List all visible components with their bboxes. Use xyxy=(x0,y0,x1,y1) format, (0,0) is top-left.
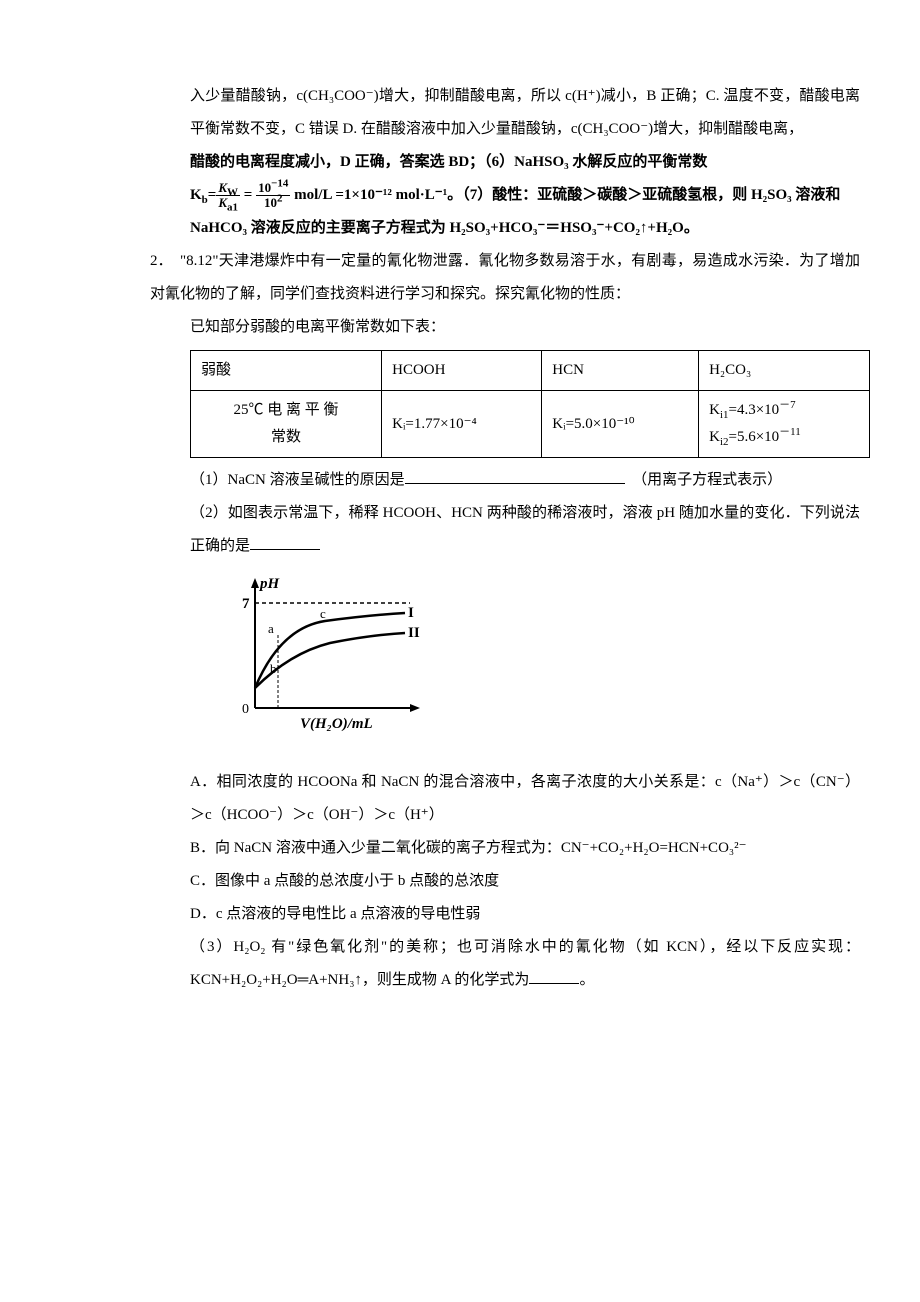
graph-svg: 7 pH a b c I II 0 V(H₂O)/mL xyxy=(230,573,430,733)
svg-text:pH: pH xyxy=(258,576,281,592)
top-paragraph-2: 醋酸的电离程度减小，D 正确，答案选 BD；（6）NaHSO₃ 水解反应的平衡常… xyxy=(60,146,860,179)
q2-intro: 2．"8.12"天津港爆炸中有一定量的氰化物泄露．氰化物多数易溶于水，有剧毒，易… xyxy=(60,245,860,311)
blank-3[interactable] xyxy=(529,968,579,984)
q2-number: 2． xyxy=(150,245,180,278)
svg-text:0: 0 xyxy=(242,702,249,717)
svg-text:V(H₂O)/mL: V(H₂O)/mL xyxy=(300,716,373,732)
blank-1[interactable] xyxy=(405,468,625,484)
text: 入少量醋酸钠，c(CH₃COO⁻)增大，抑制醋酸电离，所以 c(H⁺)减小，B … xyxy=(190,88,860,137)
table-row: 弱酸 HCOOH HCN H₂CO₃ xyxy=(191,351,870,391)
top-paragraph-4: NaHCO₃ 溶液反应的主要离子方程式为 H₂SO₃+HCO₃⁻＝HSO₃⁻+C… xyxy=(60,212,860,245)
table-cell: 弱酸 xyxy=(191,351,382,391)
table-cell: Kᵢ=5.0×10⁻¹⁰ xyxy=(542,391,699,458)
table-cell: HCOOH xyxy=(382,351,542,391)
q2-sub1: （1）NaCN 溶液呈碱性的原因是 （用离子方程式表示） xyxy=(60,464,860,497)
constants-table: 弱酸 HCOOH HCN H₂CO₃ 25℃ 电 离 平 衡常数 Kᵢ=1.77… xyxy=(190,350,870,458)
table-cell: H₂CO₃ xyxy=(699,351,870,391)
table-row: 25℃ 电 离 平 衡常数 Kᵢ=1.77×10⁻⁴ Kᵢ=5.0×10⁻¹⁰ … xyxy=(191,391,870,458)
text: 已知部分弱酸的电离平衡常数如下表： xyxy=(190,319,445,335)
text: C．图像中 a 点酸的总浓度小于 b 点酸的总浓度 xyxy=(190,873,499,889)
svg-text:I: I xyxy=(408,605,414,621)
text: mol/L =1×10⁻¹² mol·L⁻¹。（7）酸性：亚硫酸＞碳酸＞亚硫酸氢… xyxy=(290,187,840,203)
text: NaHCO₃ 溶液反应的主要离子方程式为 H₂SO₃+HCO₃⁻＝HSO₃⁻+C… xyxy=(190,220,699,236)
svg-text:c: c xyxy=(320,606,326,621)
text: D．c 点溶液的导电性比 a 点溶液的导电性弱 xyxy=(190,906,480,922)
q2-sub2: （2）如图表示常温下，稀释 HCOOH、HCN 两种酸的稀溶液时，溶液 pH 随… xyxy=(60,497,860,563)
svg-text:II: II xyxy=(408,625,420,641)
text: （3）H₂O₂ 有"绿色氧化剂"的美称；也可消除水中的氰化物（如 KCN），经以… xyxy=(190,939,860,988)
text: 。 xyxy=(579,972,594,988)
table-cell: 25℃ 电 离 平 衡常数 xyxy=(191,391,382,458)
text: （用离子方程式表示） xyxy=(632,472,782,488)
q2-option-a: A．相同浓度的 HCOONa 和 NaCN 的混合溶液中，各离子浓度的大小关系是… xyxy=(60,766,860,832)
q2-option-d: D．c 点溶液的导电性比 a 点溶液的导电性弱 xyxy=(60,898,860,931)
svg-text:7: 7 xyxy=(242,596,250,612)
table-cell: Kᵢ=1.77×10⁻⁴ xyxy=(382,391,542,458)
q2-intro-text: "8.12"天津港爆炸中有一定量的氰化物泄露．氰化物多数易溶于水，有剧毒，易造成… xyxy=(150,253,860,302)
svg-text:b: b xyxy=(270,661,277,676)
text: （1）NaCN 溶液呈碱性的原因是 xyxy=(190,472,405,488)
kb: Kb xyxy=(190,187,208,203)
ph-graph: 7 pH a b c I II 0 V(H₂O)/mL xyxy=(60,573,860,746)
q2-option-c: C．图像中 a 点酸的总浓度小于 b 点酸的总浓度 xyxy=(60,865,860,898)
blank-2[interactable] xyxy=(250,534,320,550)
top-paragraph-3: Kb=KWKa1 = 10−14102 mol/L =1×10⁻¹² mol·L… xyxy=(60,179,860,212)
text: 醋酸的电离程度减小，D 正确，答案选 BD；（6）NaHSO₃ 水解反应的平衡常… xyxy=(190,154,707,170)
q2-intro2: 已知部分弱酸的电离平衡常数如下表： xyxy=(60,311,860,344)
q2-option-b: B．向 NaCN 溶液中通入少量二氧化碳的离子方程式为：CN⁻+CO₂+H₂O=… xyxy=(60,832,860,865)
fraction-2: 10−14102 xyxy=(256,181,290,211)
svg-text:a: a xyxy=(268,621,274,636)
text: A．相同浓度的 HCOONa 和 NaCN 的混合溶液中，各离子浓度的大小关系是… xyxy=(190,774,860,823)
text: B．向 NaCN 溶液中通入少量二氧化碳的离子方程式为：CN⁻+CO₂+H₂O=… xyxy=(190,840,747,856)
table-cell: Ki1=4.3×10－7Ki2=5.6×10－11 xyxy=(699,391,870,458)
table-cell: HCN xyxy=(542,351,699,391)
top-paragraph-1: 入少量醋酸钠，c(CH₃COO⁻)增大，抑制醋酸电离，所以 c(H⁺)减小，B … xyxy=(60,80,860,146)
fraction-1: KWKa1 xyxy=(216,181,240,211)
q2-sub3: （3）H₂O₂ 有"绿色氧化剂"的美称；也可消除水中的氰化物（如 KCN），经以… xyxy=(60,931,860,997)
